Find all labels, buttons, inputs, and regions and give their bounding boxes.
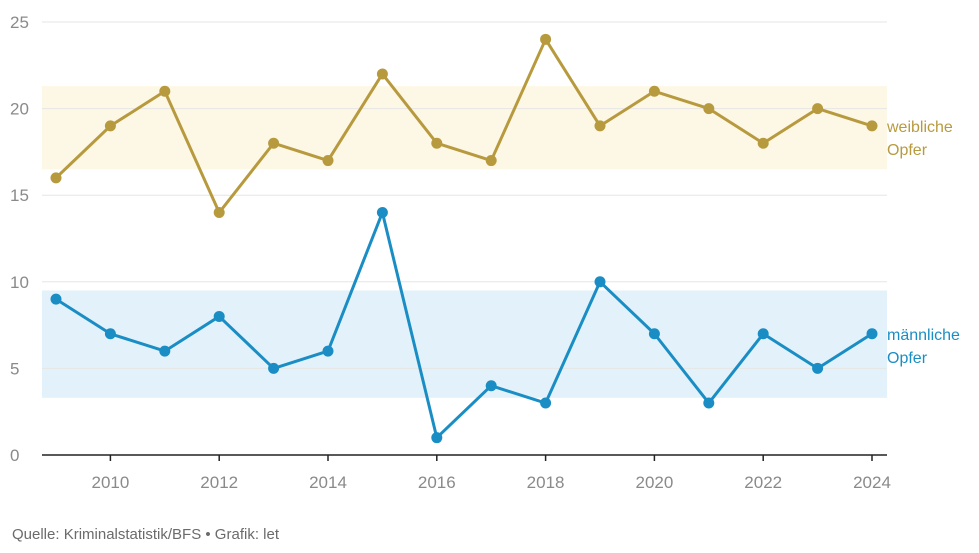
x-tick-label: 2016: [418, 473, 456, 492]
range-bands: [42, 86, 887, 398]
range-band-male: [42, 290, 887, 398]
x-tick-label: 2022: [744, 473, 782, 492]
data-point-male-2017: [485, 380, 497, 392]
y-axis-ticks: 0 5 10 15 20 25: [10, 13, 29, 465]
data-point-male-2022: [757, 328, 769, 340]
data-point-male-2015: [376, 207, 388, 219]
data-point-male-2010: [104, 328, 116, 340]
data-point-male-2012: [213, 310, 225, 322]
data-point-male-2018: [540, 397, 552, 409]
y-tick-label: 25: [10, 13, 29, 32]
data-point-male-2023: [812, 362, 824, 374]
data-point-female-2014: [322, 155, 334, 167]
grid-lines: [42, 21, 887, 369]
data-point-female-2021: [703, 103, 715, 115]
data-point-female-2009: [50, 172, 62, 184]
x-axis: 2010 2012 2014 2016 2018 2020 2022 2024: [42, 454, 891, 492]
data-point-female-2019: [594, 120, 606, 132]
data-point-male-2021: [703, 397, 715, 409]
data-point-male-2011: [159, 345, 171, 357]
y-tick-label: 10: [10, 273, 29, 292]
data-points: [50, 33, 878, 444]
data-point-female-2011: [159, 85, 171, 97]
series-label-male: Opfer: [887, 350, 928, 367]
series-labels: weibliche Opfer männliche Opfer: [886, 119, 960, 367]
data-point-male-2016: [431, 432, 443, 444]
data-point-female-2017: [485, 155, 497, 167]
x-tick-label: 2020: [635, 473, 673, 492]
series-line-female: [54, 37, 874, 215]
y-tick-label: 15: [10, 186, 29, 205]
data-point-male-2013: [268, 362, 280, 374]
series-lines: [54, 37, 874, 440]
data-point-female-2023: [812, 103, 824, 115]
data-point-female-2012: [213, 207, 225, 219]
data-point-male-2019: [594, 276, 606, 288]
data-point-male-2020: [648, 328, 660, 340]
x-tick-label: 2014: [309, 473, 347, 492]
source-note: Quelle: Kriminalstatistik/BFS • Grafik: …: [12, 526, 279, 543]
data-point-female-2024: [866, 120, 878, 132]
x-tick-label: 2012: [200, 473, 238, 492]
y-tick-label: 20: [10, 100, 29, 119]
data-point-male-2009: [50, 293, 62, 305]
data-point-female-2010: [104, 120, 116, 132]
series-label-male: männliche: [887, 327, 960, 344]
series-label-female: weibliche: [886, 119, 953, 136]
data-point-female-2020: [648, 85, 660, 97]
x-tick-label: 2018: [527, 473, 565, 492]
data-point-female-2013: [268, 137, 280, 149]
data-point-female-2016: [431, 137, 443, 149]
data-point-male-2014: [322, 345, 334, 357]
range-band-female: [42, 86, 887, 170]
y-tick-label: 0: [10, 446, 19, 465]
data-point-female-2015: [376, 68, 388, 80]
y-tick-label: 5: [10, 359, 19, 378]
data-point-female-2022: [757, 137, 769, 149]
data-point-male-2024: [866, 328, 878, 340]
x-tick-label: 2010: [91, 473, 129, 492]
series-label-female: Opfer: [887, 142, 928, 159]
series-line-male: [54, 211, 874, 440]
data-point-female-2018: [540, 33, 552, 45]
x-tick-label: 2024: [853, 473, 891, 492]
